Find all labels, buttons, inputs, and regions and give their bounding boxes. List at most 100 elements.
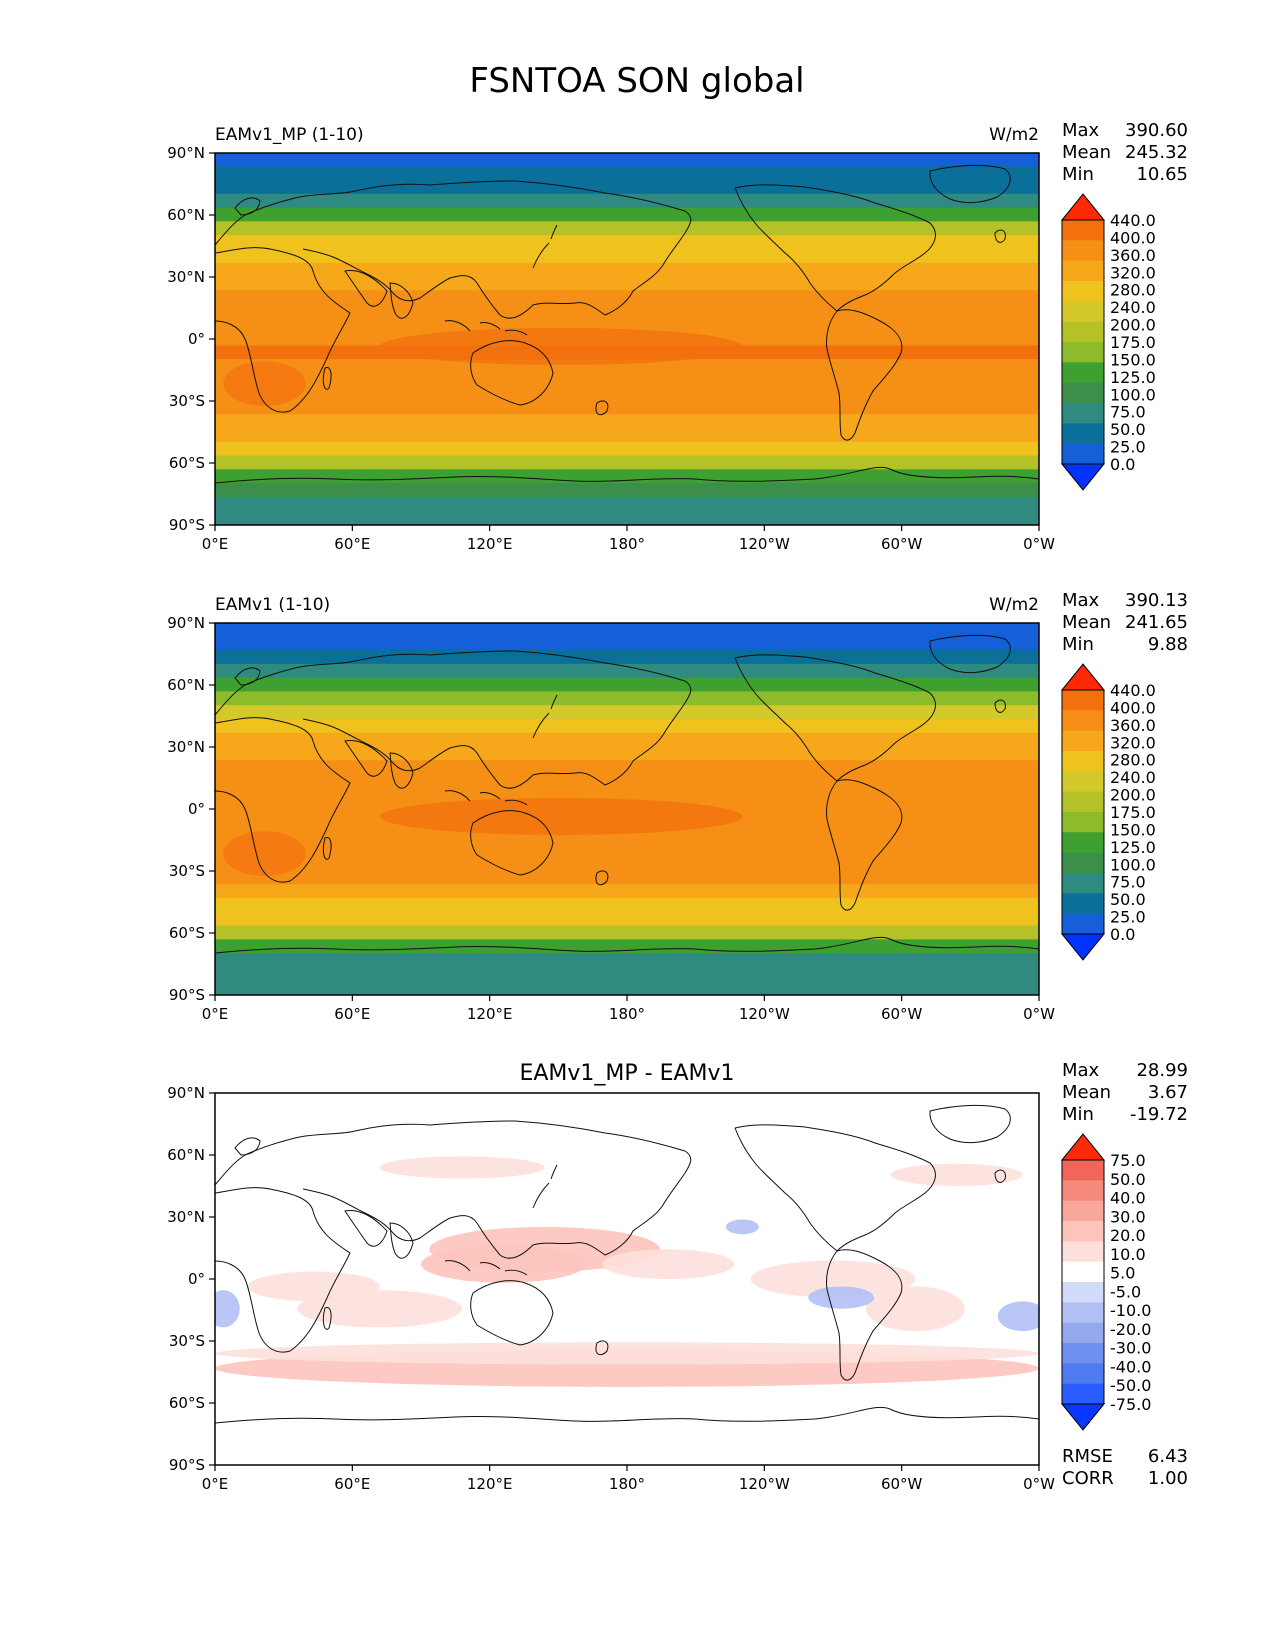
colorbar-tick-label: 75.0: [1110, 1151, 1146, 1170]
zonal-band: [215, 483, 1039, 498]
lon-tick-label: 180°: [609, 535, 645, 553]
colorbar-swatch: [1062, 443, 1104, 465]
zonal-band: [215, 276, 1039, 292]
panel-reference-units: W/m2: [989, 595, 1039, 615]
colorbar: 75.050.040.030.020.010.05.0-5.0-10.0-20.…: [1060, 1133, 1151, 1431]
zonal-band: [215, 221, 1039, 237]
lon-tick-label: 120°W: [739, 535, 790, 553]
panel-test-units: W/m2: [989, 125, 1039, 145]
stat-max-value: 390.13: [1125, 590, 1188, 611]
zonal-band: [215, 732, 1039, 748]
colorbar-tick-label: 360.0: [1110, 246, 1156, 265]
stat-mean-label: Mean: [1062, 1082, 1111, 1103]
corr-label: CORR: [1062, 1468, 1114, 1489]
colorbar-tick-label: -40.0: [1110, 1357, 1151, 1376]
panel-test: EAMv1_MP (1-10) W/m2 90°N 60°N 30°N 0° 30°S 6…: [167, 120, 1188, 553]
lat-tick-label: 90°S: [169, 1456, 205, 1474]
lat-tick-label: 90°N: [167, 144, 205, 162]
difference-patch: [725, 1219, 759, 1235]
lon-tick-label: 120°W: [739, 1005, 790, 1023]
difference-patch: [379, 1156, 545, 1179]
colorbar-swatch: [1062, 321, 1104, 343]
lat-tick-label: 30°S: [169, 862, 205, 880]
colorbar-swatch: [1062, 281, 1104, 302]
zonal-band: [215, 856, 1039, 872]
colorbar-tick-label: -10.0: [1110, 1301, 1151, 1320]
difference-patch: [997, 1301, 1039, 1332]
colorbar-swatch: [1062, 1363, 1104, 1385]
zonal-band: [215, 787, 1039, 803]
colorbar-swatch: [1062, 382, 1104, 404]
colorbar-tick-label: 240.0: [1110, 768, 1156, 787]
lat-tick-label: 0°: [188, 1270, 205, 1288]
colorbar-cap: [1060, 933, 1106, 961]
zonal-band: [215, 650, 1039, 665]
lon-tick-label: 120°E: [467, 1475, 513, 1493]
stat-mean-label: Mean: [1062, 142, 1111, 163]
tropical-maximum: [223, 831, 306, 876]
zonal-band: [215, 953, 1039, 968]
stat-mean-label: Mean: [1062, 612, 1111, 633]
panel-difference: EAMv1_MP - EAMv1 90°N60°N30°N0°30°S60°S9…: [167, 1060, 1188, 1493]
zonal-band: [215, 884, 1039, 900]
colorbar-swatch: [1062, 730, 1104, 752]
stat-min-label: Min: [1062, 164, 1094, 185]
lat-tick-label: 90°N: [167, 614, 205, 632]
zonal-band: [215, 193, 1039, 209]
colorbar-tick-label: 360.0: [1110, 716, 1156, 735]
zonal-band: [215, 911, 1039, 927]
stat-max-value: 390.60: [1125, 120, 1188, 141]
colorbar-tick-label: 440.0: [1110, 211, 1156, 230]
rmse-value: 6.43: [1148, 1446, 1188, 1467]
difference-patch: [750, 1260, 916, 1298]
colorbar-tick-label: 240.0: [1110, 298, 1156, 317]
colorbar-tick-label: 30.0: [1110, 1207, 1146, 1226]
zonal-band: [215, 870, 1039, 886]
colorbar-tick-label: 125.0: [1110, 838, 1156, 857]
colorbar-tick-label: 320.0: [1110, 263, 1156, 282]
zonal-band: [215, 317, 1039, 333]
colorbar-tick-label: 100.0: [1110, 385, 1156, 404]
zonal-band: [215, 939, 1039, 955]
zonal-band: [215, 925, 1039, 941]
axis-ticks: 90°N 60°N 30°N 0° 30°S 60°S 90°S0°E 60°E 120°E 18…: [167, 614, 1055, 1023]
colorbar-tick-label: 25.0: [1110, 438, 1146, 457]
colorbar-swatch: [1062, 710, 1104, 732]
colorbar-tick-label: 75.0: [1110, 403, 1146, 422]
colorbar-swatch: [1062, 403, 1104, 424]
lon-tick-label: 0°W: [1023, 535, 1055, 553]
colorbar-cap: [1060, 1133, 1106, 1161]
colorbar-tick-label: 125.0: [1110, 368, 1156, 387]
colorbar-swatch: [1062, 812, 1104, 833]
colorbar-swatch: [1062, 240, 1104, 262]
colorbar-cap: [1060, 193, 1106, 221]
lon-tick-label: 180°: [609, 1005, 645, 1023]
colorbar-cap: [1060, 663, 1106, 691]
lat-tick-label: 30°N: [167, 738, 205, 756]
lat-tick-label: 60°S: [169, 1394, 205, 1412]
colorbar-tick-label: 50.0: [1110, 1170, 1146, 1189]
lat-tick-label: 30°N: [167, 268, 205, 286]
stat-min-value: 10.65: [1136, 164, 1188, 185]
colorbar-swatch: [1062, 342, 1104, 363]
zonal-band: [215, 428, 1039, 443]
lat-tick-label: 60°N: [167, 676, 205, 694]
colorbar-swatch: [1062, 220, 1104, 241]
tropical-maximum: [223, 361, 306, 406]
colorbar-swatch: [1062, 1200, 1104, 1222]
lat-tick-label: 90°S: [169, 516, 205, 534]
colorbar-tick-label: 175.0: [1110, 333, 1156, 352]
zonal-band: [215, 469, 1039, 485]
lat-tick-label: 90°N: [167, 1084, 205, 1102]
colorbar-cap: [1060, 1403, 1106, 1431]
colorbar-tick-label: 200.0: [1110, 786, 1156, 805]
colorbar-swatch: [1062, 1221, 1104, 1242]
lon-tick-label: 0°E: [202, 1475, 229, 1493]
lon-tick-label: 180°: [609, 1475, 645, 1493]
difference-patch: [865, 1286, 965, 1332]
colorbar-swatch: [1062, 1241, 1104, 1263]
zonal-band: [215, 774, 1039, 789]
difference-patch: [602, 1249, 735, 1279]
zonal-band: [215, 441, 1039, 457]
difference-patch: [808, 1286, 875, 1309]
